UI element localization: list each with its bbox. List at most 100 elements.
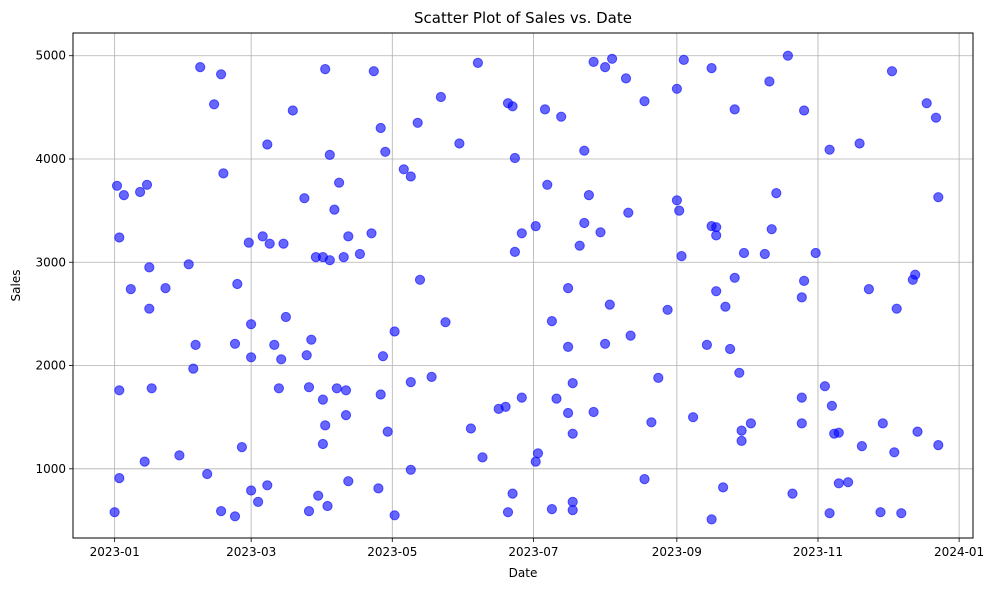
data-point — [799, 275, 810, 286]
data-point — [301, 350, 312, 361]
plot-frame — [72, 32, 974, 539]
data-point — [796, 292, 807, 303]
data-point — [588, 56, 599, 68]
data-point — [771, 188, 782, 199]
x-tick-label: 2023-09 — [652, 545, 702, 559]
y-axis-label: Sales — [9, 270, 23, 302]
data-point — [729, 272, 740, 283]
data-point — [563, 283, 574, 294]
data-point — [896, 508, 907, 519]
data-point — [933, 440, 944, 451]
data-point — [216, 506, 227, 517]
data-point — [229, 338, 241, 349]
data-point — [477, 452, 488, 463]
data-point — [706, 514, 717, 525]
data-point — [160, 283, 171, 294]
data-point — [502, 507, 514, 518]
data-point — [674, 205, 685, 216]
data-point — [607, 53, 618, 64]
data-point — [216, 69, 227, 80]
data-point — [595, 227, 606, 238]
data-point — [567, 378, 578, 389]
data-point — [114, 232, 125, 243]
data-point — [875, 507, 886, 518]
data-point — [139, 456, 150, 467]
data-point — [118, 190, 130, 201]
data-point — [824, 508, 835, 519]
data-point — [354, 248, 365, 260]
data-point — [745, 418, 757, 429]
data-point — [863, 284, 875, 295]
data-point — [125, 284, 136, 295]
data-point — [734, 367, 745, 378]
data-point — [195, 62, 206, 73]
data-point — [819, 381, 831, 392]
data-point — [368, 66, 379, 77]
data-point — [824, 144, 835, 155]
data-point — [264, 238, 275, 249]
data-point — [389, 326, 400, 337]
data-point — [324, 149, 335, 160]
data-point — [343, 231, 354, 242]
data-point — [262, 480, 273, 491]
data-point — [671, 195, 683, 206]
data-point — [322, 500, 333, 512]
data-point — [688, 412, 699, 423]
data-point — [246, 485, 257, 496]
data-point — [720, 301, 731, 312]
data-point — [604, 299, 615, 310]
data-point — [516, 228, 527, 239]
data-point — [639, 474, 650, 485]
data-point — [320, 64, 331, 75]
data-point — [933, 192, 944, 203]
data-point — [910, 269, 921, 280]
data-point — [375, 122, 386, 134]
data-point — [563, 341, 574, 352]
data-point — [329, 204, 340, 215]
data-point — [507, 488, 518, 499]
data-point — [625, 330, 636, 341]
data-point — [833, 478, 844, 489]
data-point — [269, 339, 280, 350]
data-point — [299, 193, 310, 204]
data-point — [377, 351, 389, 362]
data-point — [114, 385, 125, 396]
data-point — [454, 138, 465, 149]
y-tick-label: 5000 — [35, 49, 66, 63]
data-point — [405, 171, 416, 182]
data-point — [891, 303, 902, 314]
data-point — [146, 383, 157, 394]
data-point — [877, 418, 888, 429]
data-point — [509, 152, 521, 164]
data-point — [500, 401, 511, 412]
data-point — [759, 248, 770, 260]
data-point — [246, 319, 257, 330]
data-point — [889, 447, 900, 458]
data-point — [736, 425, 747, 436]
data-point — [725, 343, 736, 355]
data-point — [188, 363, 199, 374]
data-point — [509, 246, 521, 257]
data-points — [109, 50, 944, 525]
data-point — [516, 392, 527, 403]
x-tick-label: 2023-01 — [90, 545, 140, 559]
data-point — [782, 50, 794, 61]
data-point — [886, 66, 898, 77]
data-point — [465, 423, 476, 434]
data-point — [588, 406, 599, 418]
data-point — [218, 168, 229, 179]
data-point — [736, 435, 747, 446]
data-point — [389, 510, 400, 521]
data-point — [276, 354, 287, 365]
data-point — [317, 438, 328, 450]
data-point — [109, 507, 120, 518]
data-point — [671, 83, 683, 94]
grid-lines — [73, 33, 973, 538]
data-point — [623, 207, 634, 218]
data-point — [600, 338, 611, 349]
data-point — [382, 426, 393, 437]
data-point — [405, 464, 416, 475]
plot-area — [73, 33, 973, 538]
data-point — [334, 177, 345, 188]
